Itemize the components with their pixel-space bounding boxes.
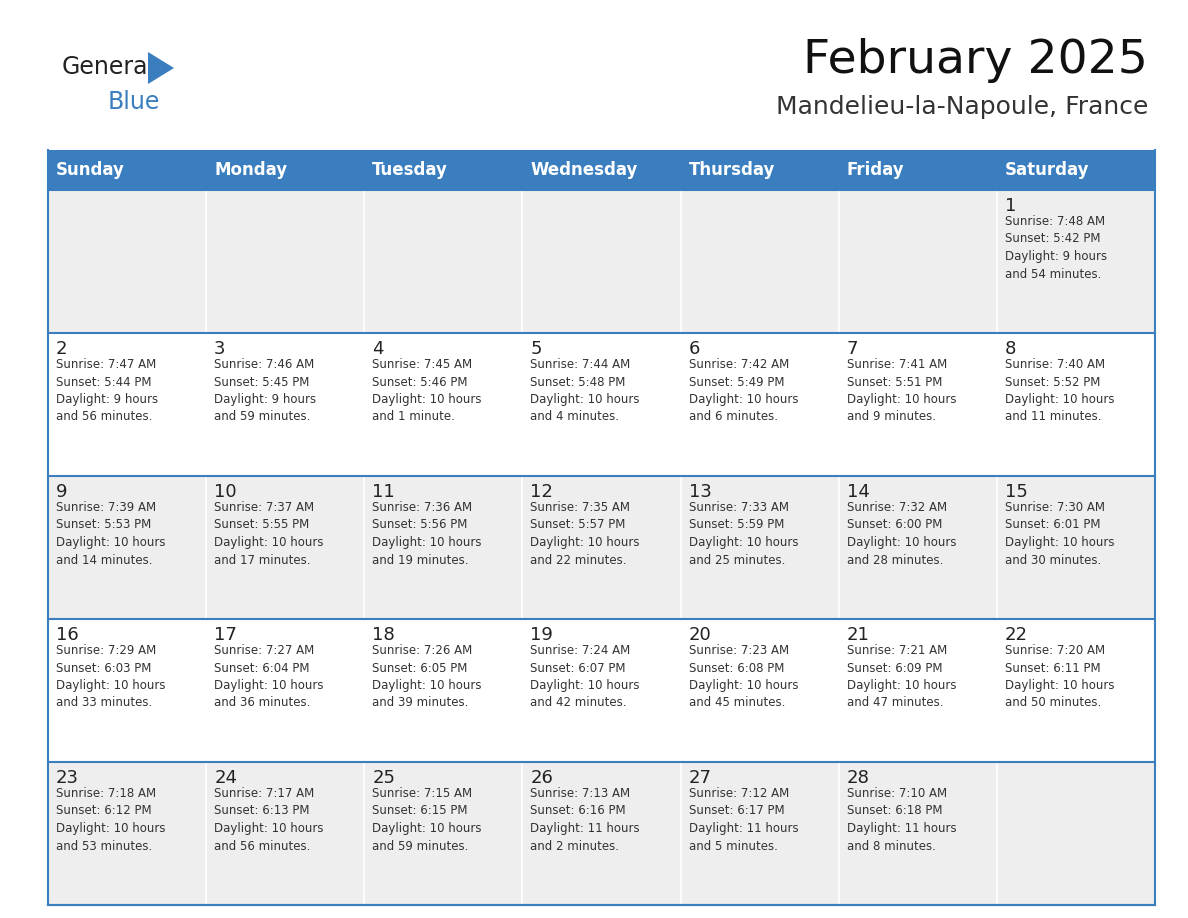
Text: 11: 11 bbox=[372, 483, 396, 501]
Text: 8: 8 bbox=[1005, 340, 1016, 358]
Text: Wednesday: Wednesday bbox=[530, 161, 638, 179]
Text: Tuesday: Tuesday bbox=[372, 161, 448, 179]
Text: Sunrise: 7:42 AM
Sunset: 5:49 PM
Daylight: 10 hours
and 6 minutes.: Sunrise: 7:42 AM Sunset: 5:49 PM Dayligh… bbox=[689, 358, 798, 423]
Text: Sunrise: 7:47 AM
Sunset: 5:44 PM
Daylight: 9 hours
and 56 minutes.: Sunrise: 7:47 AM Sunset: 5:44 PM Dayligh… bbox=[56, 358, 158, 423]
Text: Sunrise: 7:12 AM
Sunset: 6:17 PM
Daylight: 11 hours
and 5 minutes.: Sunrise: 7:12 AM Sunset: 6:17 PM Dayligh… bbox=[689, 787, 798, 853]
Text: Sunrise: 7:39 AM
Sunset: 5:53 PM
Daylight: 10 hours
and 14 minutes.: Sunrise: 7:39 AM Sunset: 5:53 PM Dayligh… bbox=[56, 501, 165, 566]
Bar bbox=[48, 476, 1155, 619]
Text: 16: 16 bbox=[56, 626, 78, 644]
Text: 25: 25 bbox=[372, 769, 396, 787]
Bar bbox=[48, 333, 1155, 476]
Text: Monday: Monday bbox=[214, 161, 287, 179]
Text: Sunrise: 7:17 AM
Sunset: 6:13 PM
Daylight: 10 hours
and 56 minutes.: Sunrise: 7:17 AM Sunset: 6:13 PM Dayligh… bbox=[214, 787, 323, 853]
Text: 4: 4 bbox=[372, 340, 384, 358]
Text: Saturday: Saturday bbox=[1005, 161, 1089, 179]
Text: 5: 5 bbox=[530, 340, 542, 358]
Text: Sunrise: 7:15 AM
Sunset: 6:15 PM
Daylight: 10 hours
and 59 minutes.: Sunrise: 7:15 AM Sunset: 6:15 PM Dayligh… bbox=[372, 787, 482, 853]
Text: Sunrise: 7:23 AM
Sunset: 6:08 PM
Daylight: 10 hours
and 45 minutes.: Sunrise: 7:23 AM Sunset: 6:08 PM Dayligh… bbox=[689, 644, 798, 710]
Text: Sunrise: 7:20 AM
Sunset: 6:11 PM
Daylight: 10 hours
and 50 minutes.: Sunrise: 7:20 AM Sunset: 6:11 PM Dayligh… bbox=[1005, 644, 1114, 710]
Text: 18: 18 bbox=[372, 626, 396, 644]
Text: Sunrise: 7:27 AM
Sunset: 6:04 PM
Daylight: 10 hours
and 36 minutes.: Sunrise: 7:27 AM Sunset: 6:04 PM Dayligh… bbox=[214, 644, 323, 710]
Text: 27: 27 bbox=[689, 769, 712, 787]
Bar bbox=[48, 619, 1155, 762]
Polygon shape bbox=[148, 52, 173, 84]
Text: 2: 2 bbox=[56, 340, 68, 358]
Text: 26: 26 bbox=[530, 769, 554, 787]
Text: Sunrise: 7:37 AM
Sunset: 5:55 PM
Daylight: 10 hours
and 17 minutes.: Sunrise: 7:37 AM Sunset: 5:55 PM Dayligh… bbox=[214, 501, 323, 566]
Text: 23: 23 bbox=[56, 769, 78, 787]
Bar bbox=[48, 150, 1155, 190]
Text: 17: 17 bbox=[214, 626, 238, 644]
Text: 15: 15 bbox=[1005, 483, 1028, 501]
Text: Mandelieu-la-Napoule, France: Mandelieu-la-Napoule, France bbox=[776, 95, 1148, 119]
Text: Sunday: Sunday bbox=[56, 161, 125, 179]
Text: General: General bbox=[62, 55, 156, 79]
Text: 9: 9 bbox=[56, 483, 68, 501]
Bar bbox=[48, 190, 1155, 333]
Text: Sunrise: 7:26 AM
Sunset: 6:05 PM
Daylight: 10 hours
and 39 minutes.: Sunrise: 7:26 AM Sunset: 6:05 PM Dayligh… bbox=[372, 644, 482, 710]
Text: Sunrise: 7:10 AM
Sunset: 6:18 PM
Daylight: 11 hours
and 8 minutes.: Sunrise: 7:10 AM Sunset: 6:18 PM Dayligh… bbox=[847, 787, 956, 853]
Text: Thursday: Thursday bbox=[689, 161, 775, 179]
Text: Sunrise: 7:33 AM
Sunset: 5:59 PM
Daylight: 10 hours
and 25 minutes.: Sunrise: 7:33 AM Sunset: 5:59 PM Dayligh… bbox=[689, 501, 798, 566]
Text: Blue: Blue bbox=[108, 90, 160, 114]
Text: February 2025: February 2025 bbox=[803, 38, 1148, 83]
Text: Sunrise: 7:41 AM
Sunset: 5:51 PM
Daylight: 10 hours
and 9 minutes.: Sunrise: 7:41 AM Sunset: 5:51 PM Dayligh… bbox=[847, 358, 956, 423]
Text: Sunrise: 7:21 AM
Sunset: 6:09 PM
Daylight: 10 hours
and 47 minutes.: Sunrise: 7:21 AM Sunset: 6:09 PM Dayligh… bbox=[847, 644, 956, 710]
Text: Sunrise: 7:13 AM
Sunset: 6:16 PM
Daylight: 11 hours
and 2 minutes.: Sunrise: 7:13 AM Sunset: 6:16 PM Dayligh… bbox=[530, 787, 640, 853]
Text: 24: 24 bbox=[214, 769, 238, 787]
Text: 14: 14 bbox=[847, 483, 870, 501]
Text: 28: 28 bbox=[847, 769, 870, 787]
Text: 22: 22 bbox=[1005, 626, 1028, 644]
Text: Sunrise: 7:45 AM
Sunset: 5:46 PM
Daylight: 10 hours
and 1 minute.: Sunrise: 7:45 AM Sunset: 5:46 PM Dayligh… bbox=[372, 358, 482, 423]
Text: Sunrise: 7:30 AM
Sunset: 6:01 PM
Daylight: 10 hours
and 30 minutes.: Sunrise: 7:30 AM Sunset: 6:01 PM Dayligh… bbox=[1005, 501, 1114, 566]
Text: 7: 7 bbox=[847, 340, 858, 358]
Text: Sunrise: 7:44 AM
Sunset: 5:48 PM
Daylight: 10 hours
and 4 minutes.: Sunrise: 7:44 AM Sunset: 5:48 PM Dayligh… bbox=[530, 358, 640, 423]
Text: Sunrise: 7:18 AM
Sunset: 6:12 PM
Daylight: 10 hours
and 53 minutes.: Sunrise: 7:18 AM Sunset: 6:12 PM Dayligh… bbox=[56, 787, 165, 853]
Text: Sunrise: 7:32 AM
Sunset: 6:00 PM
Daylight: 10 hours
and 28 minutes.: Sunrise: 7:32 AM Sunset: 6:00 PM Dayligh… bbox=[847, 501, 956, 566]
Text: Sunrise: 7:40 AM
Sunset: 5:52 PM
Daylight: 10 hours
and 11 minutes.: Sunrise: 7:40 AM Sunset: 5:52 PM Dayligh… bbox=[1005, 358, 1114, 423]
Text: 1: 1 bbox=[1005, 197, 1016, 215]
Text: 13: 13 bbox=[689, 483, 712, 501]
Text: Sunrise: 7:48 AM
Sunset: 5:42 PM
Daylight: 9 hours
and 54 minutes.: Sunrise: 7:48 AM Sunset: 5:42 PM Dayligh… bbox=[1005, 215, 1107, 281]
Text: Friday: Friday bbox=[847, 161, 904, 179]
Text: Sunrise: 7:46 AM
Sunset: 5:45 PM
Daylight: 9 hours
and 59 minutes.: Sunrise: 7:46 AM Sunset: 5:45 PM Dayligh… bbox=[214, 358, 316, 423]
Text: 10: 10 bbox=[214, 483, 236, 501]
Bar bbox=[48, 762, 1155, 905]
Text: Sunrise: 7:35 AM
Sunset: 5:57 PM
Daylight: 10 hours
and 22 minutes.: Sunrise: 7:35 AM Sunset: 5:57 PM Dayligh… bbox=[530, 501, 640, 566]
Text: Sunrise: 7:24 AM
Sunset: 6:07 PM
Daylight: 10 hours
and 42 minutes.: Sunrise: 7:24 AM Sunset: 6:07 PM Dayligh… bbox=[530, 644, 640, 710]
Text: 6: 6 bbox=[689, 340, 700, 358]
Text: 21: 21 bbox=[847, 626, 870, 644]
Text: 20: 20 bbox=[689, 626, 712, 644]
Text: 3: 3 bbox=[214, 340, 226, 358]
Text: 12: 12 bbox=[530, 483, 554, 501]
Text: 19: 19 bbox=[530, 626, 554, 644]
Text: Sunrise: 7:29 AM
Sunset: 6:03 PM
Daylight: 10 hours
and 33 minutes.: Sunrise: 7:29 AM Sunset: 6:03 PM Dayligh… bbox=[56, 644, 165, 710]
Text: Sunrise: 7:36 AM
Sunset: 5:56 PM
Daylight: 10 hours
and 19 minutes.: Sunrise: 7:36 AM Sunset: 5:56 PM Dayligh… bbox=[372, 501, 482, 566]
